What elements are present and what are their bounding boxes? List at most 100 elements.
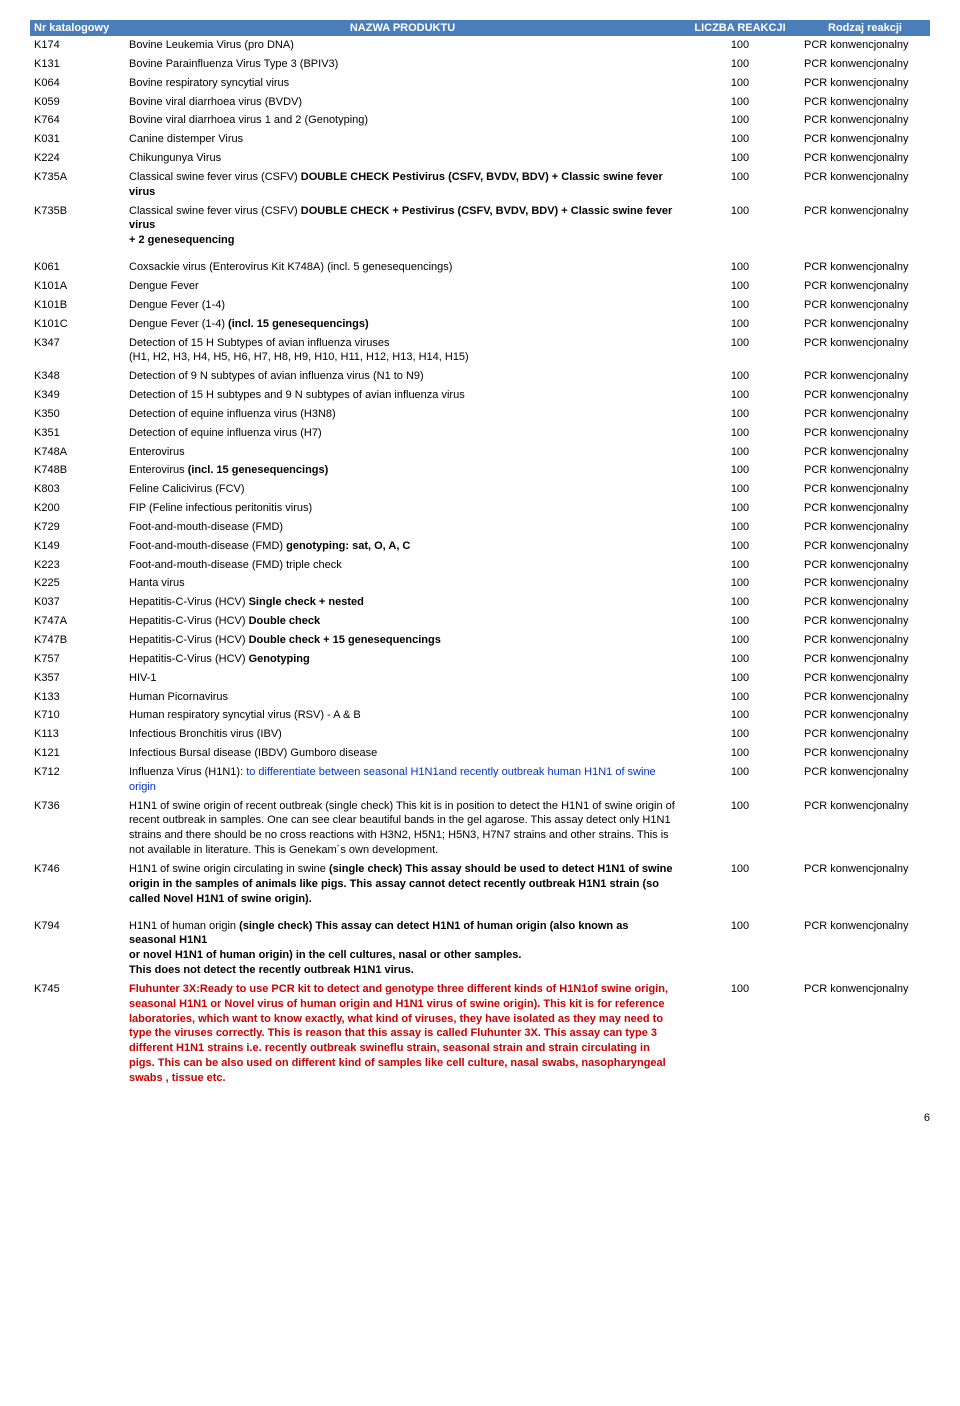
reaction-type: PCR konwencjonalny [800, 443, 930, 462]
table-row: K736H1N1 of swine origin of recent outbr… [30, 797, 930, 860]
product-name: Enterovirus (incl. 15 genesequencings) [125, 461, 680, 480]
reaction-type: PCR konwencjonalny [800, 612, 930, 631]
catalog-id: K224 [30, 149, 125, 168]
reaction-count: 100 [680, 763, 800, 797]
reaction-count: 100 [680, 593, 800, 612]
product-name: Dengue Fever (1-4) [125, 296, 680, 315]
reaction-type: PCR konwencjonalny [800, 593, 930, 612]
reaction-count: 100 [680, 612, 800, 631]
product-name: H1N1 of swine origin of recent outbreak … [125, 797, 680, 860]
page-number: 6 [0, 1106, 960, 1134]
catalog-id: K764 [30, 111, 125, 130]
table-row: K061Coxsackie virus (Enterovirus Kit K74… [30, 258, 930, 277]
catalog-id: K735B [30, 202, 125, 251]
product-name: H1N1 of human origin (single check) This… [125, 917, 680, 980]
reaction-count: 100 [680, 480, 800, 499]
catalog-id: K803 [30, 480, 125, 499]
reaction-type: PCR konwencjonalny [800, 315, 930, 334]
catalog-id: K794 [30, 917, 125, 980]
product-name: Hepatitis-C-Virus (HCV) Double check + 1… [125, 631, 680, 650]
reaction-count: 100 [680, 168, 800, 202]
catalog-id: K351 [30, 424, 125, 443]
table-row: K121Infectious Bursal disease (IBDV) Gum… [30, 744, 930, 763]
table-row: K059Bovine viral diarrhoea virus (BVDV)1… [30, 93, 930, 112]
reaction-count: 100 [680, 443, 800, 462]
product-name: Canine distemper Virus [125, 130, 680, 149]
table-row: K037Hepatitis-C-Virus (HCV) Single check… [30, 593, 930, 612]
reaction-type: PCR konwencjonalny [800, 917, 930, 980]
catalog-id: K200 [30, 499, 125, 518]
product-name: Enterovirus [125, 443, 680, 462]
spacer-row [30, 1088, 930, 1096]
catalog-id: K059 [30, 93, 125, 112]
product-name: Hepatitis-C-Virus (HCV) Single check + n… [125, 593, 680, 612]
product-name: Fluhunter 3X:Ready to use PCR kit to det… [125, 980, 680, 1088]
reaction-type: PCR konwencjonalny [800, 537, 930, 556]
product-name: Foot-and-mouth-disease (FMD) genotyping:… [125, 537, 680, 556]
product-name: Coxsackie virus (Enterovirus Kit K748A) … [125, 258, 680, 277]
reaction-count: 100 [680, 386, 800, 405]
reaction-count: 100 [680, 55, 800, 74]
catalog-id: K710 [30, 706, 125, 725]
table-row: K031Canine distemper Virus100PCR konwenc… [30, 130, 930, 149]
reaction-count: 100 [680, 518, 800, 537]
reaction-type: PCR konwencjonalny [800, 744, 930, 763]
reaction-type: PCR konwencjonalny [800, 74, 930, 93]
reaction-type: PCR konwencjonalny [800, 36, 930, 55]
reaction-count: 100 [680, 36, 800, 55]
catalog-id: K729 [30, 518, 125, 537]
reaction-type: PCR konwencjonalny [800, 461, 930, 480]
product-name: Chikungunya Virus [125, 149, 680, 168]
product-name: Foot-and-mouth-disease (FMD) triple chec… [125, 556, 680, 575]
header-type: Rodzaj reakcji [800, 20, 930, 36]
reaction-count: 100 [680, 650, 800, 669]
reaction-type: PCR konwencjonalny [800, 93, 930, 112]
table-row: K710Human respiratory syncytial virus (R… [30, 706, 930, 725]
reaction-count: 100 [680, 556, 800, 575]
reaction-type: PCR konwencjonalny [800, 130, 930, 149]
product-name: FIP (Feline infectious peritonitis virus… [125, 499, 680, 518]
table-row: K133Human Picornavirus100PCR konwencjona… [30, 688, 930, 707]
reaction-count: 100 [680, 797, 800, 860]
product-name: Detection of equine influenza virus (H3N… [125, 405, 680, 424]
product-table: Nr katalogowy NAZWA PRODUKTU LICZBA REAK… [30, 20, 930, 1096]
reaction-count: 100 [680, 315, 800, 334]
product-name: HIV-1 [125, 669, 680, 688]
product-name: H1N1 of swine origin circulating in swin… [125, 860, 680, 909]
catalog-id: K174 [30, 36, 125, 55]
reaction-count: 100 [680, 669, 800, 688]
table-row: K747AHepatitis-C-Virus (HCV) Double chec… [30, 612, 930, 631]
header-catalog: Nr katalogowy [30, 20, 125, 36]
catalog-id: K349 [30, 386, 125, 405]
catalog-id: K748A [30, 443, 125, 462]
table-row: K729Foot-and-mouth-disease (FMD)100PCR k… [30, 518, 930, 537]
product-name: Hepatitis-C-Virus (HCV) Genotyping [125, 650, 680, 669]
table-row: K748BEnterovirus (incl. 15 genesequencin… [30, 461, 930, 480]
reaction-count: 100 [680, 277, 800, 296]
reaction-count: 100 [680, 537, 800, 556]
product-name: Detection of 9 N subtypes of avian influ… [125, 367, 680, 386]
product-name: Dengue Fever [125, 277, 680, 296]
reaction-count: 100 [680, 631, 800, 650]
reaction-count: 100 [680, 706, 800, 725]
catalog-id: K350 [30, 405, 125, 424]
reaction-count: 100 [680, 258, 800, 277]
catalog-id: K348 [30, 367, 125, 386]
reaction-type: PCR konwencjonalny [800, 725, 930, 744]
reaction-type: PCR konwencjonalny [800, 367, 930, 386]
table-row: K351Detection of equine influenza virus … [30, 424, 930, 443]
product-name: Bovine respiratory syncytial virus [125, 74, 680, 93]
table-row: K803Feline Calicivirus (FCV)100PCR konwe… [30, 480, 930, 499]
reaction-type: PCR konwencjonalny [800, 168, 930, 202]
reaction-type: PCR konwencjonalny [800, 518, 930, 537]
reaction-count: 100 [680, 149, 800, 168]
catalog-id: K133 [30, 688, 125, 707]
catalog-id: K101A [30, 277, 125, 296]
catalog-id: K757 [30, 650, 125, 669]
header-reactions: LICZBA REAKCJI [680, 20, 800, 36]
reaction-count: 100 [680, 499, 800, 518]
product-name: Detection of 15 H Subtypes of avian infl… [125, 334, 680, 368]
reaction-type: PCR konwencjonalny [800, 334, 930, 368]
catalog-id: K031 [30, 130, 125, 149]
table-row: K225Hanta virus100PCR konwencjonalny [30, 574, 930, 593]
